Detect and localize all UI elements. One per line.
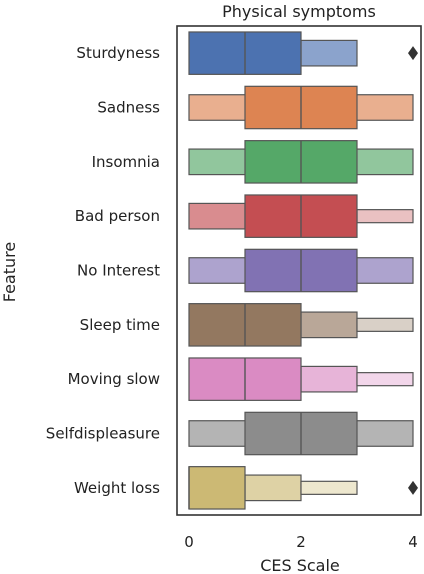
- category-label: Sadness: [97, 99, 160, 117]
- outlier-point: [408, 46, 418, 61]
- category-label: Bad person: [75, 207, 160, 225]
- outer-box: [244, 474, 302, 502]
- boxen-no-interest: [188, 248, 414, 293]
- category-label: Insomnia: [92, 153, 160, 171]
- boxen-selfdispleasure: [188, 411, 414, 456]
- category-label: Selfdispleasure: [46, 425, 160, 443]
- boxen-moving-slow: [188, 357, 414, 401]
- inner-box: [188, 466, 246, 510]
- x-axis-ticks: 0 2 4: [184, 533, 418, 551]
- plot-area: [188, 31, 418, 510]
- x-tick-label: 4: [408, 533, 418, 551]
- y-axis-categories: Sturdyness Sadness Insomnia Bad person No In…: [46, 44, 160, 497]
- x-axis-label: CES Scale: [260, 556, 340, 574]
- y-axis-label: Feature: [0, 242, 19, 302]
- boxen-insomnia: [188, 140, 414, 184]
- boxen-sleep-time: [188, 303, 414, 347]
- category-label: Sleep time: [80, 316, 160, 334]
- category-label: No Interest: [77, 262, 160, 280]
- plot-frame: [176, 25, 422, 516]
- outer-box: [356, 317, 414, 332]
- outer-box: [300, 39, 358, 67]
- chart-title: Physical symptoms: [222, 2, 376, 21]
- boxen-weight-loss: [188, 466, 418, 510]
- outer-box: [356, 372, 414, 387]
- outlier-point: [408, 480, 418, 495]
- x-tick-label: 0: [184, 533, 194, 551]
- outer-box: [356, 209, 414, 224]
- x-tick-label: 2: [296, 533, 306, 551]
- outer-box: [300, 480, 358, 495]
- outer-box: [300, 365, 358, 393]
- outer-box: [188, 202, 246, 230]
- category-label: Sturdyness: [76, 44, 160, 62]
- boxen-sturdyness: [188, 31, 418, 75]
- outer-box: [300, 311, 358, 339]
- category-label: Weight loss: [74, 479, 160, 497]
- boxen-sadness: [188, 85, 414, 130]
- boxen-bad-person: [188, 194, 414, 238]
- category-label: Moving slow: [68, 370, 160, 388]
